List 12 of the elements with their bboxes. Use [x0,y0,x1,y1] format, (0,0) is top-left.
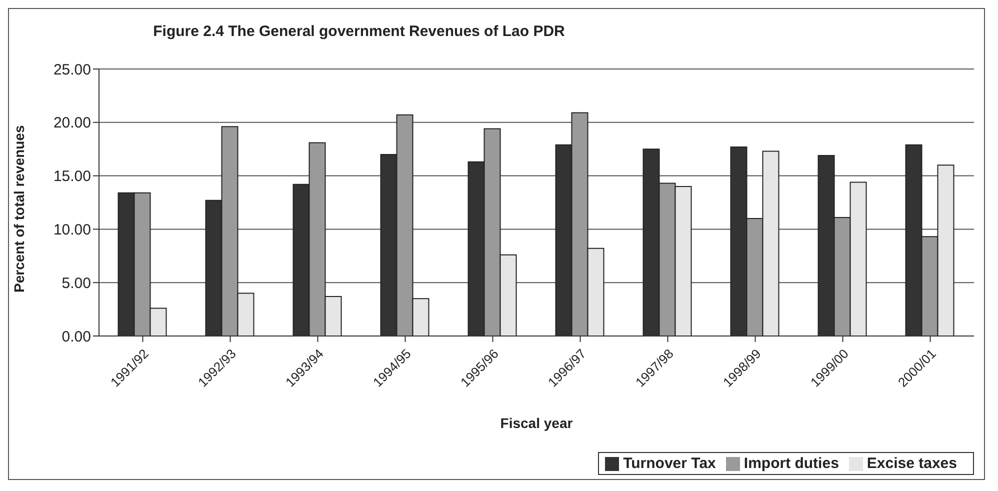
legend-label: Excise taxes [866,455,957,472]
y-tick-label: 10.00 [53,222,91,239]
y-tick-label: 0.00 [62,328,91,346]
legend-label: Import duties [744,455,839,472]
chart-title: Figure 2.4 The General government Revenues of Lao PDR [152,23,566,40]
y-tick-label: 15.00 [53,168,91,186]
x-axis-title: Fiscal year [500,415,574,431]
y-tick-label: 5.00 [62,274,91,292]
y-axis-title: Percent of total revenues [10,125,27,292]
legend-label: Turnover Tax [623,455,716,472]
y-tick-label: 25.00 [53,61,91,78]
y-tick-label: 20.00 [53,114,91,132]
